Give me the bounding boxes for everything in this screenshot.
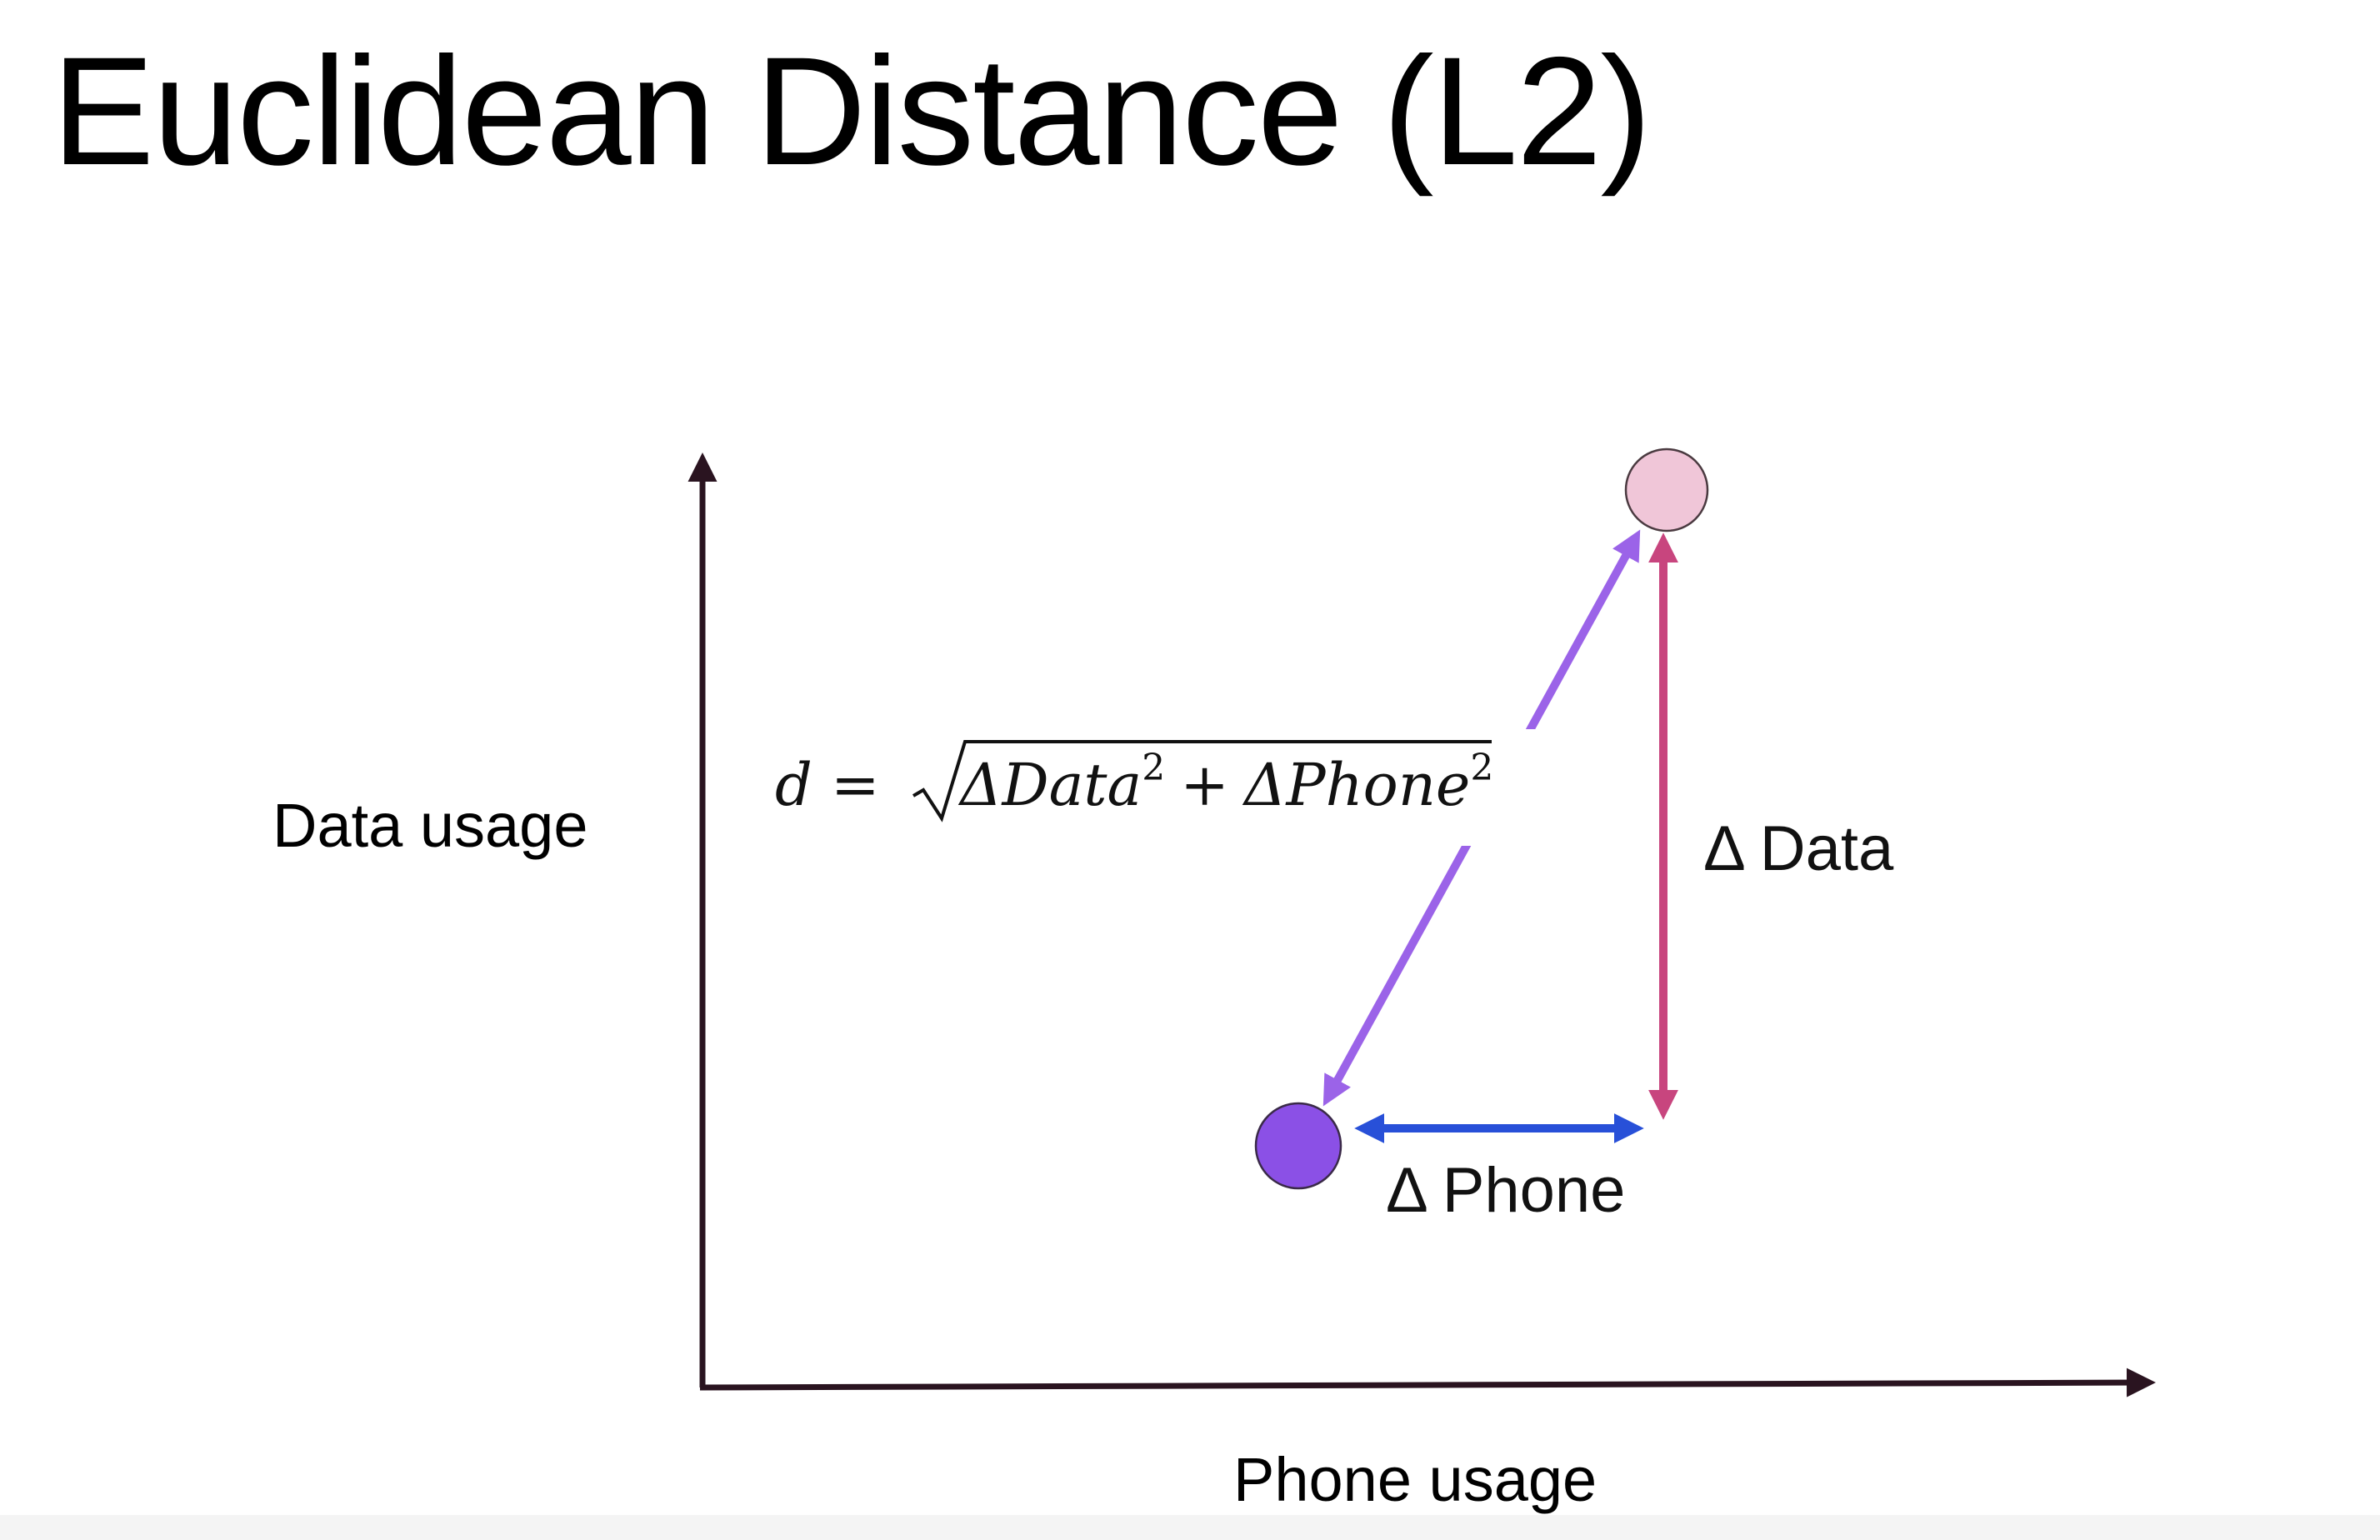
formula-lhs: d = — [775, 751, 880, 819]
sqrt-sign — [912, 740, 1492, 822]
formula-plus: + — [1180, 751, 1229, 819]
formula-term-data: ΔData — [958, 751, 1142, 819]
svg-text:ΔData2+ΔPhone2: ΔData2 + ΔPhone2 — [958, 747, 1493, 819]
delta-data-label: Δ Data — [1703, 813, 1894, 884]
slide-title: Euclidean Distance (L2) — [52, 26, 1652, 198]
formula-term-phone: ΔPhone — [1242, 751, 1470, 819]
x-axis-label: Phone usage — [1233, 1445, 1597, 1514]
formula-exp-1: 2 — [1142, 747, 1165, 789]
formula-exp-2: 2 — [1470, 747, 1493, 789]
delta-phone-label: Δ Phone — [1386, 1155, 1625, 1226]
distance-formula: d = ΔData2 + ΔPhone2 — [767, 729, 1583, 846]
x-axis — [699, 1368, 2156, 1398]
point-b — [1624, 448, 1709, 532]
point-a — [1254, 1102, 1342, 1190]
y-axis-label: Data usage — [272, 791, 588, 860]
bottom-edge — [0, 1515, 2380, 1540]
